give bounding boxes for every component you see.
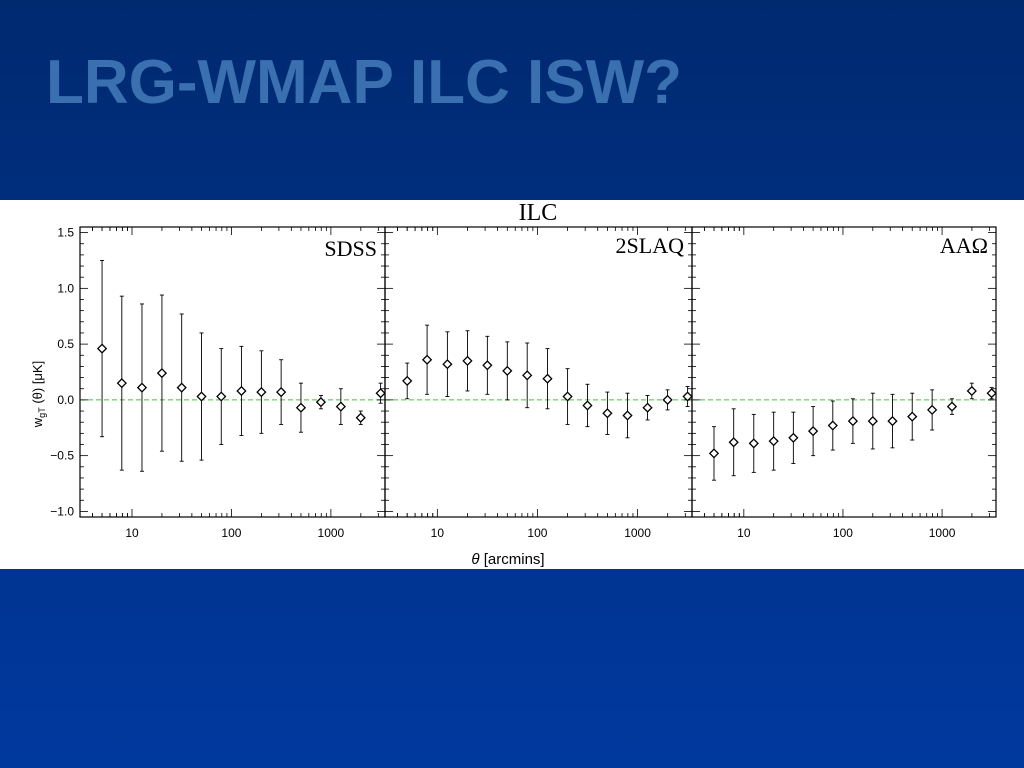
data-point: [295, 402, 307, 413]
data-point: [375, 388, 386, 399]
x-tick-label: 100: [527, 526, 547, 540]
data-point: [827, 420, 838, 431]
x-label-theta: θ: [471, 551, 479, 568]
ilc-chart: ILC wgT (θ) [μK] θ [arcmins] 10 100 1000 SD…: [30, 200, 997, 568]
data-point: [986, 388, 997, 399]
data-point: [276, 386, 287, 398]
data-point: [256, 386, 267, 398]
slide-title: LRG-WMAP ILC ISW?: [46, 48, 682, 117]
data-point: [907, 411, 918, 422]
data-point: [116, 378, 127, 389]
data-point: [582, 400, 593, 411]
data-point: [768, 436, 779, 447]
data-point: [421, 354, 433, 365]
y-label-w: w: [30, 417, 45, 428]
y-tick-label: 1.0: [57, 281, 74, 295]
data-point: [682, 391, 693, 402]
data-point: [788, 432, 799, 443]
panel-frame: [79, 226, 386, 518]
data-point: [176, 382, 187, 393]
x-tick-label: 10: [125, 526, 139, 540]
data-point: [196, 391, 207, 402]
y-tick-label: 0.0: [57, 393, 74, 407]
data-point: [156, 367, 168, 379]
data-point: [867, 415, 878, 427]
data-point: [216, 391, 227, 402]
data-point: [662, 394, 673, 406]
svg-text:wgT (θ) [μK]: wgT (θ) [μK]: [30, 361, 47, 428]
y-tick-label: −1.0: [50, 504, 74, 518]
data-point: [642, 402, 653, 413]
data-point: [807, 425, 819, 437]
x-tick-label: 10: [737, 526, 751, 540]
data-point: [335, 401, 346, 412]
data-point: [355, 412, 366, 423]
data-point: [96, 343, 108, 354]
y-axis-label: wgT (θ) [μK]: [30, 361, 47, 428]
x-label-rest: [arcmins]: [480, 551, 545, 568]
data-point: [748, 438, 759, 449]
data-point: [708, 448, 720, 459]
panel-label: 2SLAQ: [616, 233, 685, 258]
data-point: [502, 365, 513, 377]
data-point: [562, 391, 573, 402]
data-point: [136, 382, 148, 393]
data-point: [236, 385, 247, 397]
y-tick-label: 0.5: [57, 337, 74, 351]
y-tick-label: 1.5: [57, 226, 74, 240]
data-point: [482, 360, 493, 371]
x-tick-label: 100: [833, 526, 853, 540]
x-axis-label: θ [arcmins]: [471, 551, 544, 568]
data-point: [522, 370, 533, 381]
data-point: [315, 396, 327, 408]
data-point: [442, 359, 453, 370]
panel-label: SDSS: [324, 236, 377, 261]
data-point: [402, 375, 413, 387]
panel-frame: [384, 226, 693, 518]
x-tick-label: 100: [221, 526, 241, 540]
y-label-rest: (θ) [μK]: [30, 361, 45, 408]
data-point: [887, 415, 898, 427]
data-point: [622, 410, 633, 421]
figure-panel: ILC wgT (θ) [μK] θ [arcmins] 10 100 1000 SD…: [0, 200, 1024, 569]
chart-title: ILC: [519, 200, 558, 226]
panel-frame: [691, 226, 997, 518]
x-tick-label: 1000: [624, 526, 651, 540]
plot-layer: 10 100 1000 SDSS 10 100 1000 2SLAQ 10 100 1000 AAΩ −…: [50, 226, 997, 540]
x-tick-label: 1000: [929, 526, 956, 540]
data-point: [728, 437, 739, 448]
y-label-sub: gT: [37, 407, 47, 418]
data-point: [542, 373, 553, 384]
data-point: [462, 355, 473, 366]
data-point: [602, 408, 613, 419]
panel-label: AAΩ: [940, 233, 988, 258]
x-tick-label: 10: [431, 526, 445, 540]
data-point: [946, 401, 958, 412]
data-point: [847, 415, 859, 427]
x-tick-label: 1000: [318, 526, 345, 540]
data-point: [966, 385, 977, 397]
y-tick-label: −0.5: [50, 449, 74, 463]
data-point: [927, 404, 938, 416]
